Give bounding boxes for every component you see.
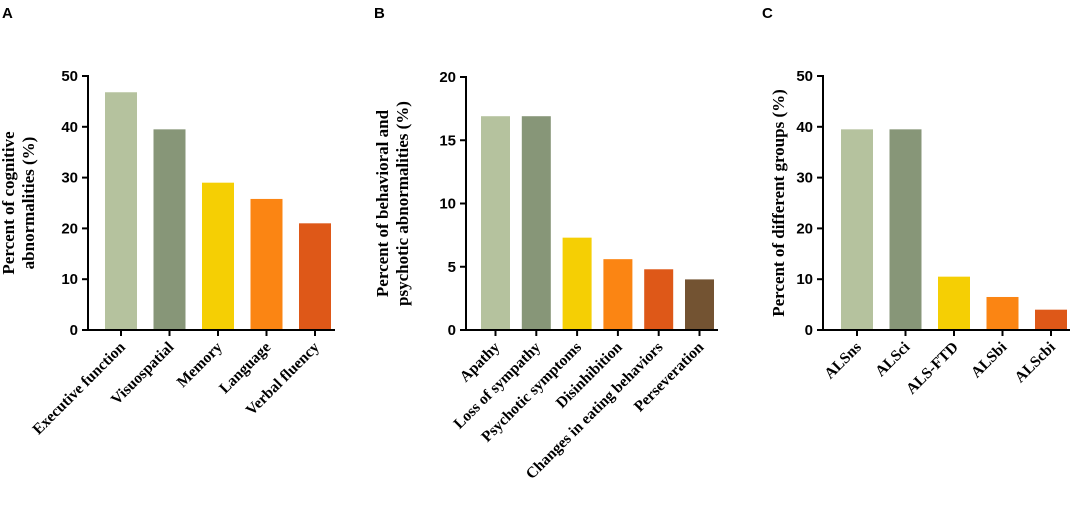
- bar-loss-of-sympathy: [521, 116, 551, 330]
- y-axis-title: Percent of cognitiveabnormalities (%): [0, 131, 38, 275]
- bar-verbal-fluency: [299, 223, 331, 330]
- bar-memory: [202, 182, 234, 330]
- x-tick-label: ALSns: [821, 339, 865, 383]
- y-tick-label: 10: [61, 271, 78, 288]
- y-tick-label: 5: [448, 259, 456, 276]
- bar-alsci: [889, 129, 922, 330]
- x-tick-label: ALS-FTD: [903, 339, 962, 398]
- bar-perseveration: [685, 279, 714, 330]
- y-tick-label: 10: [796, 271, 813, 288]
- bar-alsns: [841, 129, 873, 330]
- y-tick-label: 30: [796, 170, 813, 187]
- panel-c-letter: C: [762, 5, 773, 22]
- y-tick-label: 15: [439, 132, 456, 149]
- y-tick-label: 30: [61, 170, 78, 187]
- y-tick-label: 0: [70, 322, 78, 339]
- bar-apathy: [481, 116, 510, 330]
- y-tick-label: 50: [61, 68, 78, 85]
- bar-alsbi: [986, 296, 1019, 330]
- y-tick-label: 20: [796, 220, 813, 237]
- y-tick-label: 50: [796, 68, 813, 85]
- bar-psychotic-symptoms: [562, 237, 592, 330]
- x-tick-label: ALSbi: [968, 338, 1011, 381]
- x-tick-label: ALScbi: [1011, 338, 1059, 386]
- bar-alscbi: [1035, 309, 1067, 330]
- x-tick-label: ALSci: [872, 338, 914, 380]
- y-tick-label: 0: [448, 322, 456, 339]
- y-tick-label: 40: [796, 119, 813, 136]
- bar-als-ftd: [938, 276, 970, 330]
- panel-b-letter: B: [374, 5, 385, 22]
- x-tick-label: Executive function: [29, 339, 129, 439]
- bar-disinhibition: [603, 259, 633, 330]
- bar-visuospatial: [153, 129, 186, 330]
- y-tick-label: 20: [61, 220, 78, 237]
- bar-changes-in-eating-behaviors: [644, 269, 674, 330]
- bar-executive-function: [105, 92, 137, 330]
- y-tick-label: 40: [61, 119, 78, 136]
- y-tick-label: 10: [439, 196, 456, 213]
- y-axis-title: Percent of behavioral andpsychotic abnor…: [373, 101, 412, 306]
- panel-a-letter: A: [2, 5, 13, 22]
- bar-language: [250, 198, 283, 330]
- y-tick-label: 20: [439, 69, 456, 86]
- y-axis-title: Percent of different groups (%): [769, 89, 788, 317]
- y-tick-label: 0: [805, 322, 813, 339]
